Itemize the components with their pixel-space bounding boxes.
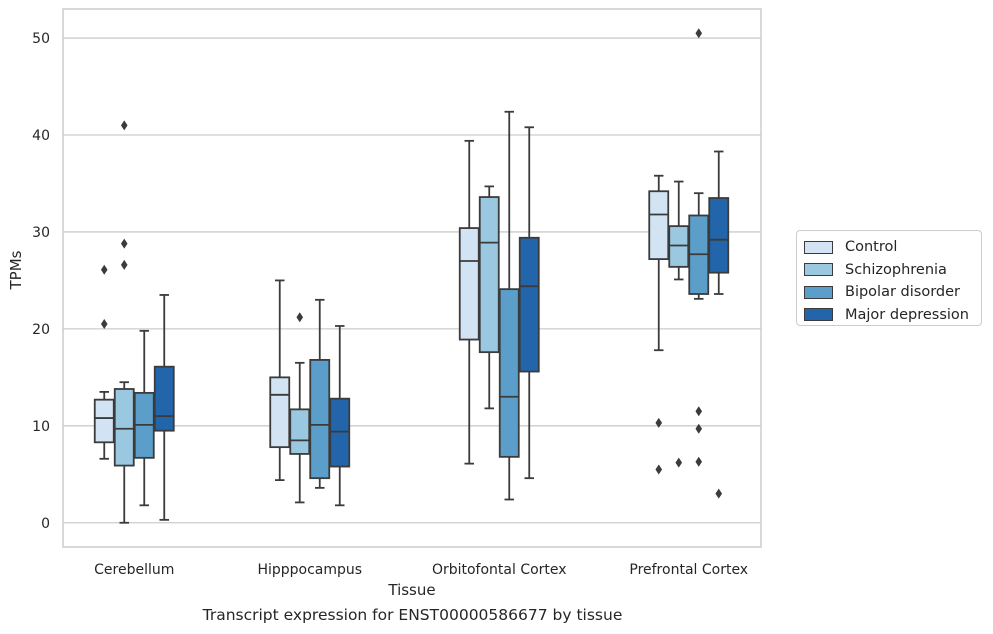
box-iqr [478, 196, 500, 354]
outlier-point [655, 417, 663, 428]
legend-item-control: Control [804, 236, 981, 259]
y-tick-labels: 0 10 20 30 40 50 [32, 31, 50, 532]
plot-frame [62, 8, 762, 548]
y-axis-label: TPMs [7, 250, 25, 290]
outlier-point [695, 406, 703, 417]
outlier-point [296, 312, 304, 323]
gridlines [63, 37, 761, 524]
y-tick-label: 0 [41, 516, 50, 532]
box-bipolar-disorder [498, 110, 520, 501]
y-tick-label: 20 [32, 322, 50, 338]
legend: Control Schizophrenia Bipolar disorder M… [796, 230, 982, 326]
legend-label: Schizophrenia [845, 261, 947, 278]
boxes [93, 28, 730, 524]
box-major-depression [153, 294, 175, 521]
outlier-point [655, 464, 663, 475]
legend-label: Major depression [845, 306, 969, 323]
box-iqr [329, 397, 351, 468]
outlier-point [100, 264, 108, 275]
x-tick-label: Hipppocampus [257, 562, 362, 578]
box-control [93, 264, 115, 460]
legend-swatch-control [804, 240, 833, 254]
box-iqr [498, 288, 520, 458]
legend-item-major-depression: Major depression [804, 304, 981, 327]
legend-swatch-bipolar-disorder [804, 285, 833, 299]
box-iqr [458, 227, 480, 341]
y-tick-label: 30 [32, 225, 50, 241]
box-iqr [113, 388, 135, 467]
x-tick-label: Cerebellum [94, 562, 174, 578]
outlier-point [715, 488, 723, 499]
box-iqr [153, 365, 175, 432]
box-iqr [93, 398, 115, 444]
box-major-depression [329, 325, 351, 507]
box-iqr [648, 190, 670, 260]
box-major-depression [708, 150, 730, 499]
outlier-point [120, 259, 128, 270]
box-major-depression [518, 126, 540, 480]
x-tick-label: Orbitofontal Cortex [432, 562, 567, 578]
outlier-point [695, 423, 703, 434]
x-tick-labels: Cerebellum Hipppocampus Orbitofontal Corte… [94, 562, 748, 578]
x-axis-label: Tissue [387, 581, 435, 599]
chart-caption: Transcript expression for ENST0000058667… [202, 606, 623, 624]
box-iqr [269, 376, 291, 449]
box-control [648, 174, 670, 475]
box-bipolar-disorder [133, 329, 155, 507]
box-iqr [289, 408, 311, 455]
legend-item-schizophrenia: Schizophrenia [804, 259, 981, 282]
box-iqr [518, 236, 540, 373]
y-tick-label: 50 [32, 31, 50, 47]
outlier-point [695, 456, 703, 467]
outlier-point [120, 238, 128, 249]
legend-label: Control [845, 239, 898, 256]
y-tick-label: 10 [32, 419, 50, 435]
outlier-point [120, 120, 128, 131]
box-schizophrenia [289, 312, 311, 504]
box-control [458, 139, 480, 465]
x-tick-label: Prefrontal Cortex [629, 562, 748, 578]
box-iqr [708, 197, 730, 274]
legend-label: Bipolar disorder [845, 284, 960, 301]
box-iqr [309, 359, 331, 480]
box-schizophrenia [668, 180, 690, 468]
outlier-point [100, 319, 108, 330]
box-control [269, 279, 291, 482]
box-bipolar-disorder [309, 298, 331, 489]
box-schizophrenia [478, 185, 500, 410]
y-tick-label: 40 [32, 128, 50, 144]
outlier-point [695, 28, 703, 39]
outlier-point [675, 457, 683, 468]
box-schizophrenia [113, 120, 135, 524]
legend-swatch-schizophrenia [804, 263, 833, 277]
legend-item-bipolar-disorder: Bipolar disorder [804, 281, 981, 304]
legend-swatch-major-depression [804, 308, 833, 322]
box-iqr [668, 225, 690, 268]
box-bipolar-disorder [688, 28, 710, 467]
